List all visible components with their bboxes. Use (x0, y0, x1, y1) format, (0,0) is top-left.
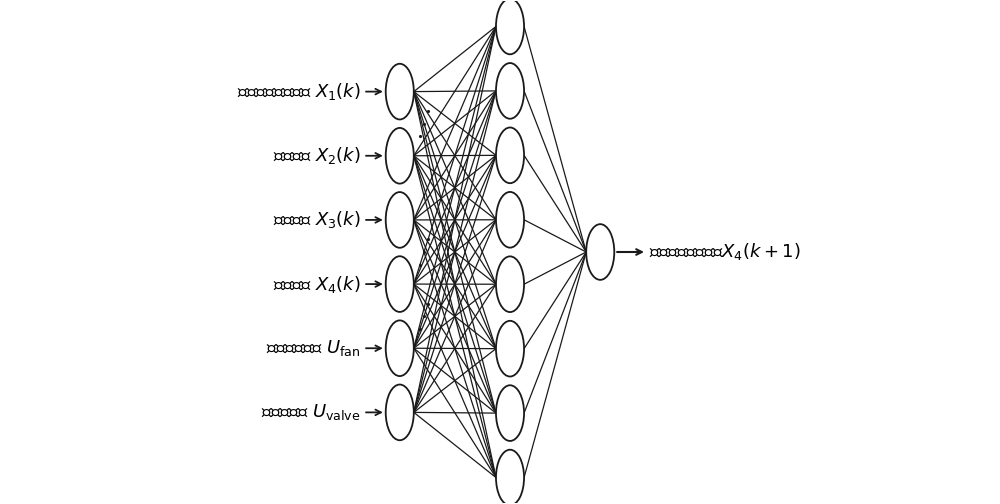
Ellipse shape (496, 385, 524, 441)
Text: 室外太阳辐射强度 $X_1(k)$: 室外太阳辐射强度 $X_1(k)$ (237, 81, 361, 102)
Text: 阀门控制量 $U_{\rm valve}$: 阀门控制量 $U_{\rm valve}$ (261, 402, 361, 422)
Ellipse shape (496, 63, 524, 119)
Ellipse shape (386, 192, 414, 248)
Text: 送风温度 $X_3(k)$: 送风温度 $X_3(k)$ (273, 210, 361, 230)
Ellipse shape (386, 385, 414, 440)
Ellipse shape (386, 256, 414, 312)
Ellipse shape (496, 321, 524, 376)
Text: 电动机控制量 $U_{\rm fan}$: 电动机控制量 $U_{\rm fan}$ (266, 338, 361, 358)
Text: 下一时刻室内温度$X_4(k+1)$: 下一时刻室内温度$X_4(k+1)$ (649, 241, 801, 263)
Ellipse shape (496, 450, 524, 504)
Ellipse shape (496, 257, 524, 312)
Ellipse shape (386, 321, 414, 376)
Text: 室内温度 $X_4(k)$: 室内温度 $X_4(k)$ (273, 274, 361, 294)
Ellipse shape (386, 128, 414, 183)
Ellipse shape (386, 64, 414, 119)
Ellipse shape (496, 192, 524, 247)
Text: 室外温度 $X_2(k)$: 室外温度 $X_2(k)$ (273, 145, 361, 166)
Ellipse shape (586, 224, 614, 280)
Ellipse shape (496, 128, 524, 183)
Ellipse shape (496, 0, 524, 54)
